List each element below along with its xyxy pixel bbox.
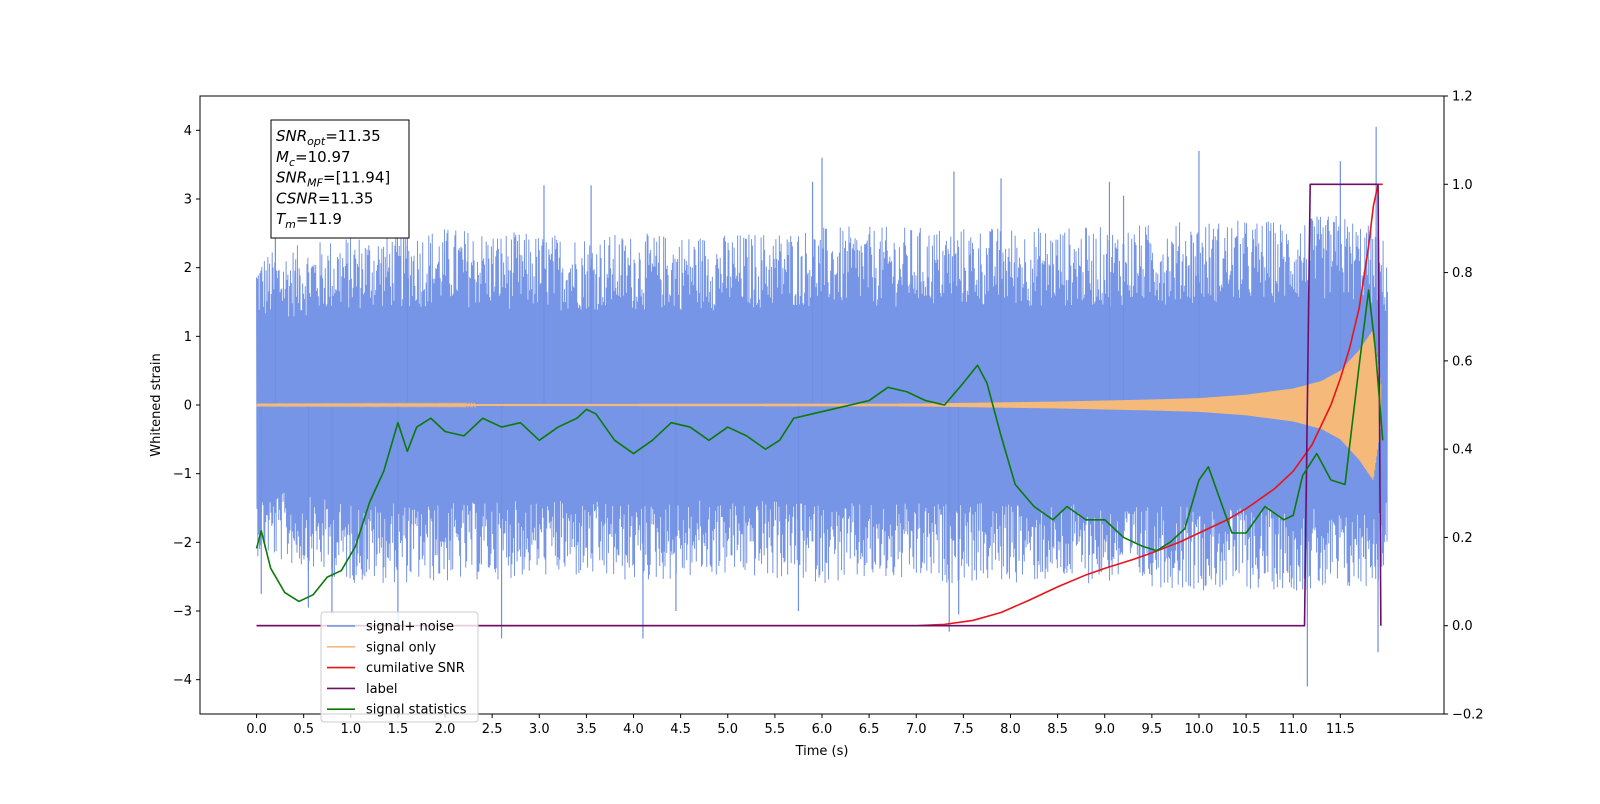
x-tick-label: 7.0	[906, 722, 927, 737]
stats-annotation-line: Mc=10.97	[276, 148, 351, 169]
x-tick-label: 5.5	[765, 722, 786, 737]
x-tick-label: 10.0	[1184, 722, 1213, 737]
x-tick-label: 1.5	[388, 722, 409, 737]
legend-label: cumilative SNR	[366, 661, 465, 676]
y-tick-label: 0	[184, 399, 192, 414]
x-axis-label: Time (s)	[795, 744, 849, 759]
x-tick-label: 0.0	[246, 722, 267, 737]
legend-label: label	[366, 682, 397, 697]
y2-tick-label: −0.2	[1452, 708, 1484, 723]
x-tick-label: 10.5	[1232, 722, 1261, 737]
y-tick-label: 2	[184, 261, 192, 276]
x-tick-label: 11.5	[1326, 722, 1355, 737]
series-cumilative-snr-line	[256, 183, 1383, 627]
y-tick-label: −3	[173, 605, 192, 620]
plot-area	[255, 126, 1388, 687]
series-signal-statistics-line	[255, 289, 1384, 603]
x-tick-label: 6.5	[859, 722, 880, 737]
x-tick-label: 8.5	[1047, 722, 1068, 737]
x-tick-label: 7.5	[953, 722, 974, 737]
x-tick-label: 5.0	[717, 722, 738, 737]
x-tick-label: 1.0	[340, 722, 361, 737]
legend-label: signal+ noise	[366, 620, 454, 635]
x-tick-label: 8.0	[1000, 722, 1021, 737]
x-tick-label: 2.5	[482, 722, 503, 737]
y2-tick-label: 0.4	[1452, 443, 1473, 458]
x-tick-label: 9.0	[1094, 722, 1115, 737]
y2-tick-label: 1.0	[1452, 178, 1473, 193]
legend-label: signal only	[366, 640, 436, 655]
y2-tick-label: 1.2	[1452, 90, 1473, 105]
x-tick-label: 3.5	[576, 722, 597, 737]
legend-box	[320, 611, 479, 723]
x-tick-label: 4.5	[670, 722, 691, 737]
x-tick-label: 3.0	[529, 722, 550, 737]
x-tick-label: 0.5	[293, 722, 314, 737]
stats-annotation-box	[270, 119, 410, 239]
y-tick-label: −4	[173, 673, 192, 688]
x-tick-label: 2.0	[435, 722, 456, 737]
y2-tick-label: 0.0	[1452, 619, 1473, 634]
y-tick-label: −1	[173, 467, 192, 482]
y-tick-label: 4	[184, 124, 192, 139]
y-axis-label: Whitened strain	[149, 353, 164, 456]
x-tick-label: 6.0	[812, 722, 833, 737]
stats-annotation-line: Tm=11.9	[276, 210, 342, 231]
y-tick-label: 1	[184, 330, 192, 345]
y2-tick-label: 0.2	[1452, 531, 1473, 546]
y2-tick-label: 0.6	[1452, 354, 1473, 369]
stats-annotation: SNRopt=11.35Mc=10.97SNRMF=[11.94]CSNR=11…	[270, 119, 410, 239]
x-tick-label: 4.0	[623, 722, 644, 737]
legend: signal+ noise signal only cumilative SNR la…	[320, 611, 479, 723]
series-label-line	[256, 183, 1382, 627]
x-tick-label: 11.0	[1279, 722, 1308, 737]
series-signal-only-line	[256, 329, 1382, 480]
legend-label: signal statistics	[366, 703, 467, 718]
stats-annotation-line: SNRopt=11.35	[276, 127, 381, 148]
x-tick-label: 9.5	[1142, 722, 1163, 737]
y2-tick-label: 0.8	[1452, 266, 1473, 281]
ticks: 0.0 0.5 1.0 1.5 2.0 2.5 3.0 3.5 4.0 4.5 5.0 5.5 6.0 6…	[173, 90, 1484, 738]
stats-annotation-line: CSNR=11.35	[276, 189, 373, 207]
y-tick-label: −2	[173, 536, 192, 551]
stats-annotation-line: SNRMF=[11.94]	[276, 169, 390, 190]
y-tick-label: 3	[184, 193, 192, 208]
